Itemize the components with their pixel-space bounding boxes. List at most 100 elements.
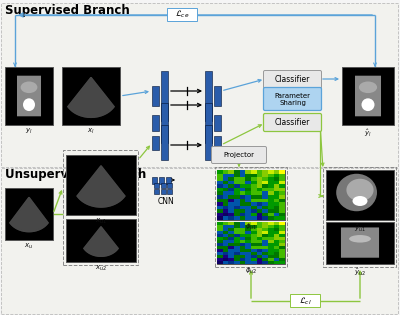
Bar	[323, 167, 396, 267]
Bar	[223, 222, 228, 225]
FancyBboxPatch shape	[264, 71, 322, 89]
Bar	[223, 258, 228, 261]
Bar	[228, 192, 234, 195]
Bar	[245, 243, 251, 246]
Bar	[251, 261, 257, 264]
Bar	[279, 192, 285, 195]
Bar	[240, 209, 245, 213]
Bar	[251, 246, 257, 249]
Bar	[240, 255, 245, 258]
Bar	[274, 222, 279, 225]
Polygon shape	[84, 227, 118, 256]
Text: $\phi_{u1}$: $\phi_{u1}$	[245, 222, 257, 232]
Bar	[257, 252, 262, 255]
Bar	[262, 198, 268, 202]
Bar	[279, 216, 285, 220]
Bar	[257, 202, 262, 206]
Bar	[274, 234, 279, 237]
Bar	[251, 177, 257, 181]
Bar	[205, 71, 212, 121]
Bar	[223, 198, 228, 202]
Bar	[234, 198, 240, 202]
Bar	[326, 222, 394, 264]
Text: $x_u$: $x_u$	[24, 242, 34, 251]
Bar	[66, 219, 136, 262]
Bar	[251, 209, 257, 213]
Bar	[228, 184, 234, 188]
Bar	[274, 170, 279, 174]
Bar	[245, 249, 251, 252]
Bar	[245, 225, 251, 228]
Bar	[228, 181, 234, 184]
Bar	[240, 177, 245, 181]
Ellipse shape	[336, 174, 377, 211]
Bar	[223, 192, 228, 195]
Bar	[245, 228, 251, 231]
Bar	[152, 176, 157, 184]
Bar	[234, 184, 240, 188]
Bar	[274, 188, 279, 192]
Bar	[223, 240, 228, 243]
Bar	[234, 228, 240, 231]
Bar	[245, 255, 251, 258]
Bar	[262, 246, 268, 249]
Bar	[268, 213, 274, 216]
Bar	[215, 167, 287, 267]
Text: $\phi_{u2}$: $\phi_{u2}$	[245, 266, 257, 276]
Bar	[234, 209, 240, 213]
Bar	[245, 174, 251, 177]
Bar	[234, 231, 240, 234]
Bar	[154, 189, 159, 194]
Bar	[228, 202, 234, 206]
Bar	[161, 71, 168, 121]
Polygon shape	[68, 77, 114, 117]
Bar	[228, 188, 234, 192]
Bar	[279, 231, 285, 234]
Bar	[217, 209, 223, 213]
Bar	[257, 255, 262, 258]
Bar	[274, 213, 279, 216]
Bar	[268, 252, 274, 255]
Bar	[251, 188, 257, 192]
Bar	[257, 209, 262, 213]
Bar	[274, 198, 279, 202]
Bar	[251, 240, 257, 243]
FancyBboxPatch shape	[264, 88, 322, 111]
Bar	[257, 261, 262, 264]
Bar	[217, 258, 223, 261]
Ellipse shape	[21, 82, 38, 93]
Bar	[223, 225, 228, 228]
Bar	[159, 176, 164, 184]
Bar	[257, 198, 262, 202]
Bar	[66, 155, 136, 215]
Bar	[279, 240, 285, 243]
Bar	[205, 125, 212, 160]
FancyBboxPatch shape	[264, 113, 322, 131]
Text: $\mathcal{L}_{ce}$: $\mathcal{L}_{ce}$	[175, 8, 189, 20]
Bar	[245, 181, 251, 184]
Bar	[257, 225, 262, 228]
Bar	[217, 246, 223, 249]
Bar	[268, 181, 274, 184]
Bar	[268, 255, 274, 258]
Bar	[262, 237, 268, 240]
Bar	[279, 174, 285, 177]
Bar	[1, 168, 398, 314]
Bar	[279, 261, 285, 264]
Bar	[279, 234, 285, 237]
Bar	[257, 222, 262, 225]
Bar	[257, 228, 262, 231]
Bar	[217, 206, 223, 209]
Text: $x_{u2}$: $x_{u2}$	[95, 264, 107, 273]
Bar	[217, 252, 223, 255]
Bar	[257, 234, 262, 237]
Bar	[268, 209, 274, 213]
Bar	[240, 198, 245, 202]
Bar	[217, 222, 285, 264]
Bar	[251, 225, 257, 228]
Bar	[268, 184, 274, 188]
Bar	[234, 192, 240, 195]
Bar	[279, 258, 285, 261]
Bar	[274, 206, 279, 209]
Bar	[262, 255, 268, 258]
